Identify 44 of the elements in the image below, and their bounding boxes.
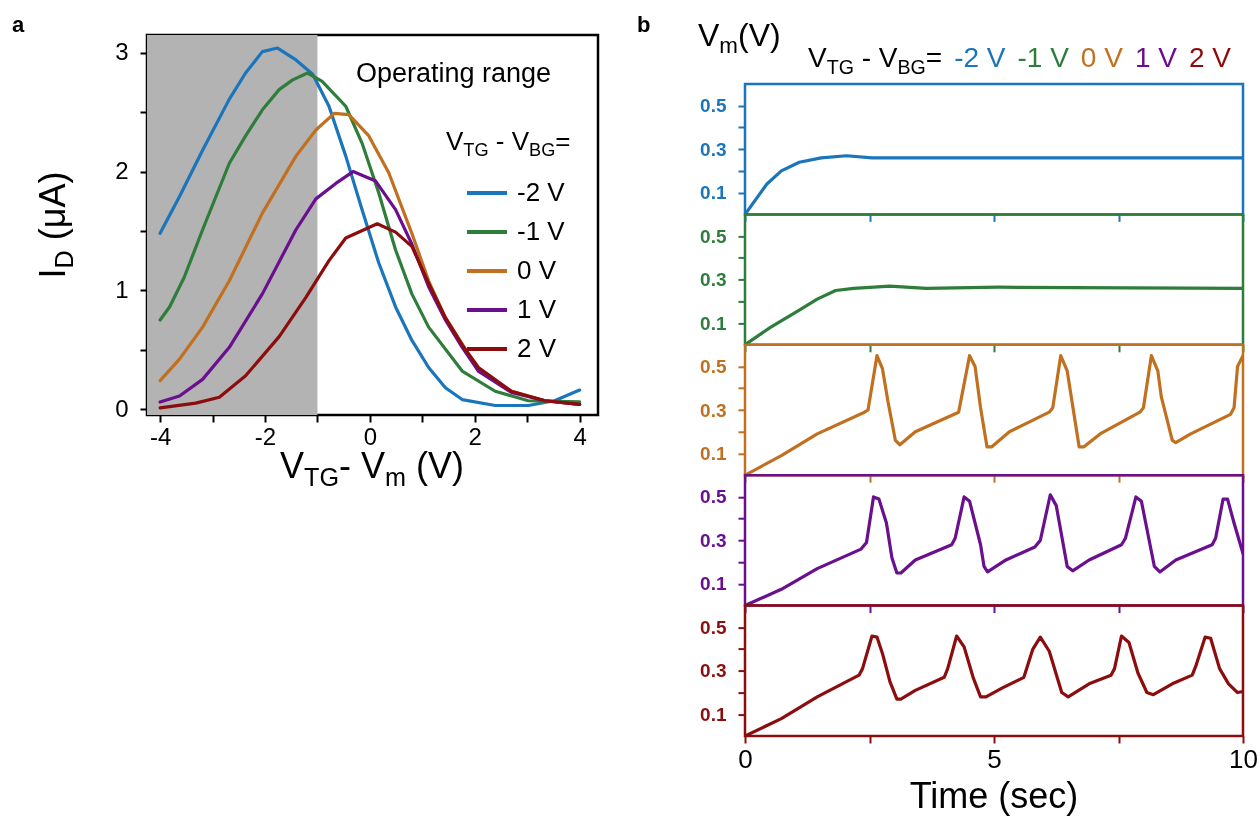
y-axis-title: V$_{m}$(V) (698, 16, 781, 58)
text: 1 V (1134, 42, 1177, 73)
legend-label: -1 V (517, 216, 566, 246)
legend-label: 1 V (517, 294, 557, 324)
x-tick-label: -2 (254, 422, 277, 450)
text: b (637, 12, 651, 37)
y-tick-label: 0.5 (700, 616, 727, 638)
y-tick-label: 0.1 (700, 703, 727, 725)
text: a (12, 12, 25, 37)
y-tick-label: 0.3 (700, 269, 727, 291)
legend-label: 2 V (517, 333, 557, 363)
x-tick-label: 5 (987, 743, 1002, 774)
y-tick-label: 0.1 (700, 573, 727, 595)
x-tick-label: 4 (573, 422, 587, 450)
x-axis-title: Time (sec) (909, 775, 1079, 816)
annotation: Operating range (356, 58, 552, 88)
y-tick-label: 0.3 (700, 138, 727, 160)
x-tick-label: 2 (468, 422, 482, 450)
text: -1 V (1017, 42, 1069, 73)
line-series (158, 222, 582, 410)
y-tick-label: 1 (115, 275, 129, 303)
legend-label: 0 V (517, 255, 557, 285)
y-tick-label: 0.3 (700, 660, 727, 682)
text: 2 V (1188, 42, 1231, 73)
y-tick-label: 0.1 (700, 182, 727, 204)
y-tick-label: 3 (115, 38, 129, 66)
text: 0 V (1080, 42, 1123, 73)
y-tick-label: 0.5 (700, 95, 727, 117)
y-tick-label: 0.5 (700, 225, 727, 247)
x-tick-label: 10 (1229, 743, 1258, 774)
text: -2 V (954, 42, 1006, 73)
legend-title: V$_{TG}$ - V$_{BG}$= (808, 42, 943, 78)
legend-title: V$_{TG}$ - V$_{BG}$= (446, 126, 571, 161)
y-tick-label: 0 (115, 394, 129, 422)
y-tick-label: 0.3 (700, 529, 727, 551)
x-tick-label: -4 (149, 422, 172, 450)
y-tick-label: 0.3 (700, 399, 727, 421)
y-tick-label: 0.1 (700, 312, 727, 334)
y-tick-label: 2 (115, 157, 129, 185)
y-tick-label: 0.5 (700, 486, 727, 508)
x-tick-label: 0 (738, 743, 753, 774)
legend-label: -2 V (517, 177, 566, 207)
y-tick-label: 0.5 (700, 356, 727, 378)
y-tick-label: 0.1 (700, 442, 727, 464)
